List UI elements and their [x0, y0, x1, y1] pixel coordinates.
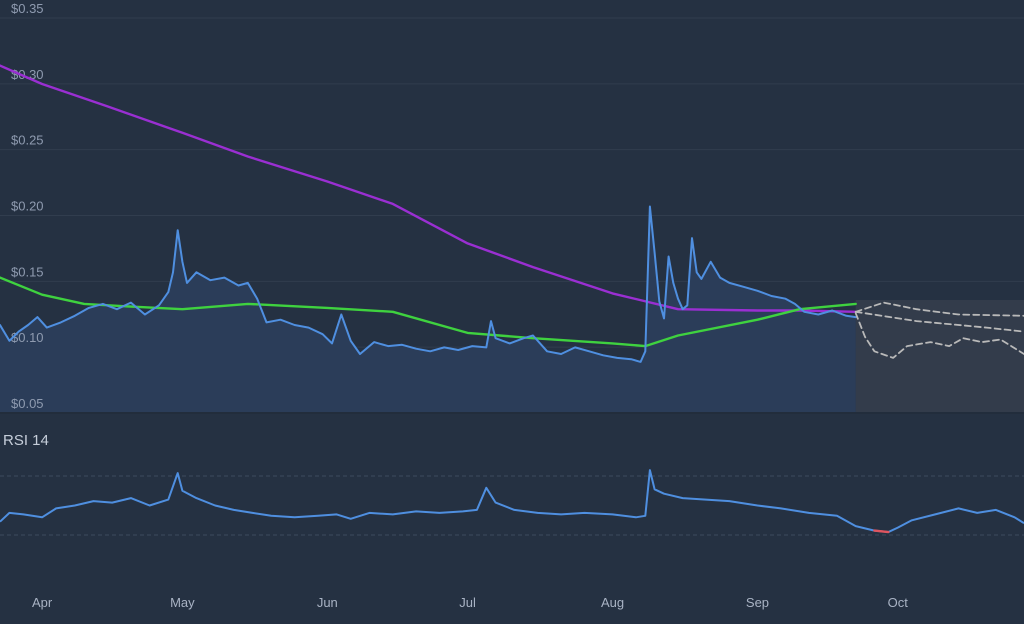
forecast-line-lower — [854, 312, 1024, 359]
x-tick-label: Jul — [459, 595, 476, 610]
price-line — [0, 205, 857, 363]
y-tick-label: $0.20 — [11, 199, 44, 214]
rsi-title: RSI 14 — [3, 432, 49, 449]
forecast-line-middle — [854, 310, 1024, 333]
rsi-oversold-segment — [873, 529, 890, 534]
y-tick-label: $0.10 — [11, 330, 44, 345]
x-tick-label: Aug — [601, 595, 624, 610]
y-tick-label: $0.30 — [11, 67, 44, 82]
rsi-guide-lines — [0, 475, 1024, 536]
rsi-line — [0, 469, 1024, 534]
long-moving-average-line — [0, 64, 857, 313]
series-lines — [0, 64, 1024, 363]
x-tick-label: Oct — [888, 595, 909, 610]
x-tick-label: Apr — [32, 595, 53, 610]
x-tick-label: May — [170, 595, 195, 610]
rsi-line-path — [0, 469, 1024, 533]
price-y-axis: $0.35 $0.30 $0.25 $0.20 $0.15 $0.10 $0.05 — [11, 1, 44, 411]
x-axis: Apr May Jun Jul Aug Sep Oct — [32, 595, 908, 610]
rsi-panel: RSI 14 — [0, 412, 1024, 536]
forecast-region — [855, 300, 1024, 412]
y-tick-label: $0.25 — [11, 133, 44, 148]
y-tick-label: $0.05 — [11, 396, 44, 411]
forecast-line-upper — [854, 301, 1024, 317]
y-tick-label: $0.15 — [11, 264, 44, 279]
x-tick-label: Sep — [746, 595, 769, 610]
x-tick-label: Jun — [317, 595, 338, 610]
y-tick-label: $0.35 — [11, 1, 44, 16]
